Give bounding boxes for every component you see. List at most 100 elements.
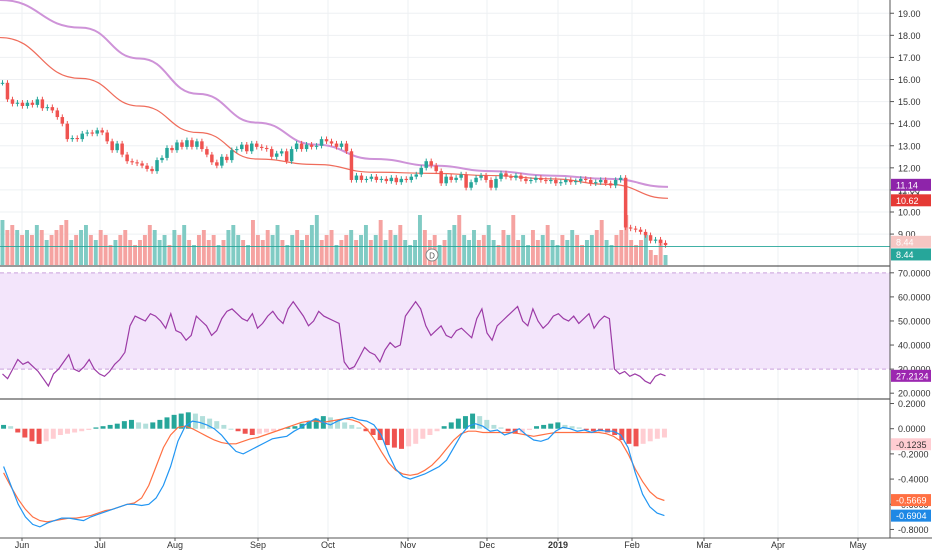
volume-bar xyxy=(599,220,604,265)
macd-histogram-bar xyxy=(434,428,440,432)
macd-histogram-bar xyxy=(214,421,220,429)
macd-histogram-bar xyxy=(661,428,667,438)
volume-bar xyxy=(123,230,128,265)
volume-bar xyxy=(246,245,251,265)
ma-long-badge-bg xyxy=(891,178,931,191)
volume-bar xyxy=(639,240,643,265)
volume-bar xyxy=(314,215,319,265)
candle-body xyxy=(230,150,234,161)
rsi-band xyxy=(0,272,890,370)
time-tick-label: Dec xyxy=(479,540,496,550)
time-tick-label: Feb xyxy=(624,540,640,550)
macd-histogram-bar xyxy=(15,428,21,433)
macd-value-badge-bg xyxy=(891,509,931,522)
candle-body xyxy=(175,142,179,151)
candle-body xyxy=(364,178,369,180)
volume-bar xyxy=(472,230,476,265)
volume-bar xyxy=(285,245,290,265)
candle-body xyxy=(314,145,319,147)
macd-histogram-bar xyxy=(462,416,468,429)
macd-histogram-bar xyxy=(519,428,525,433)
macd-tick-label: -0.4000 xyxy=(898,475,929,485)
volume-bar xyxy=(368,240,373,265)
volume-bar xyxy=(658,240,663,265)
volume-bar xyxy=(118,235,123,265)
volume-bar xyxy=(619,230,624,265)
candle-body xyxy=(160,157,164,161)
candle-body xyxy=(15,102,20,104)
moving-averages xyxy=(0,0,669,199)
last-price-badge-bg xyxy=(891,248,931,261)
volume-bar xyxy=(69,240,74,265)
candle-body xyxy=(414,174,418,177)
macd-tick-label: -0.8000 xyxy=(898,525,929,535)
candle-body xyxy=(110,141,114,151)
macd-histogram-bar xyxy=(271,428,277,432)
time-tick-label: Nov xyxy=(400,540,417,550)
macd-histogram-bar xyxy=(349,424,355,429)
volume-bar xyxy=(452,225,457,265)
candle-body xyxy=(334,143,339,147)
volume-bar xyxy=(570,230,575,265)
volume-bar xyxy=(363,225,368,265)
macd-histogram-bar xyxy=(72,428,78,433)
macd-histogram-bar xyxy=(228,428,234,430)
volume-bar xyxy=(255,235,260,265)
candle-body xyxy=(384,178,389,182)
volume-bar xyxy=(417,215,422,265)
macd-signal-badge: -0.5669 xyxy=(896,496,927,506)
macd-panel xyxy=(1,412,667,528)
volume-bar xyxy=(133,245,138,265)
volume-bar xyxy=(359,235,363,265)
candle-body xyxy=(514,175,518,178)
macd-histogram-bar xyxy=(455,418,461,429)
candle-body xyxy=(195,141,199,147)
macd-histogram-bar xyxy=(391,428,397,448)
volume-bar xyxy=(20,235,25,265)
macd-signal-line xyxy=(3,417,665,523)
volume-bar xyxy=(545,225,550,265)
candle-body xyxy=(294,143,299,150)
macd-histogram-badge: -0.1235 xyxy=(896,440,927,450)
candle-body xyxy=(643,231,648,236)
volume-bar xyxy=(589,235,594,265)
candle-body xyxy=(25,102,30,106)
candle-body xyxy=(324,139,329,142)
price-tick-label: 12.00 xyxy=(898,163,921,173)
candle-body xyxy=(593,182,598,184)
volume-bar xyxy=(10,225,15,265)
candle-body xyxy=(100,130,104,133)
volume-bar xyxy=(54,230,59,265)
volume-bar xyxy=(290,235,295,265)
volume-bar xyxy=(226,230,231,265)
candle-body xyxy=(30,102,35,105)
rsi-tick-label: 50.0000 xyxy=(898,316,931,326)
volume-bar xyxy=(481,235,486,265)
candle-body xyxy=(638,229,643,232)
candle-body xyxy=(274,153,279,157)
price-tick-label: 15.00 xyxy=(898,97,921,107)
rsi-value-badge-bg xyxy=(891,369,931,382)
candle-body xyxy=(264,147,269,150)
volume-bar xyxy=(270,235,275,265)
candle-body xyxy=(628,227,633,229)
macd-histogram-bar xyxy=(235,428,241,432)
volume-bar xyxy=(88,235,93,265)
candle-body xyxy=(254,143,259,147)
volume-bar xyxy=(98,230,103,265)
volume-bar xyxy=(206,240,211,265)
volume-bar xyxy=(329,230,334,265)
time-tick-label: Aug xyxy=(167,540,183,550)
volume-bar xyxy=(34,225,39,265)
candle-body xyxy=(394,177,399,183)
time-tick-label: Sep xyxy=(250,540,266,550)
macd-histogram-bar xyxy=(264,428,269,433)
candle-body xyxy=(544,179,548,182)
volume-bar xyxy=(643,235,648,265)
candle-body xyxy=(579,178,583,182)
volume-bar xyxy=(506,235,511,265)
volume-bar xyxy=(354,240,359,265)
volume-bar xyxy=(540,235,545,265)
